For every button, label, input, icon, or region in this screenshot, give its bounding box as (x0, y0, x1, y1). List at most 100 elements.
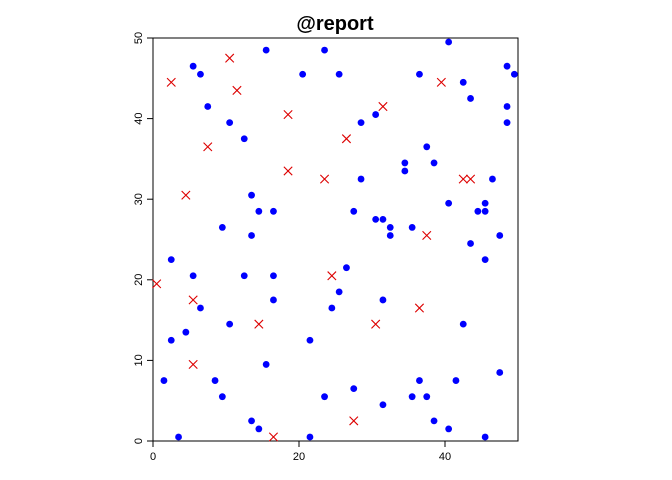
y-tick-label: 20 (133, 274, 145, 286)
series-2 (152, 53, 476, 442)
point-circle (306, 336, 314, 344)
point-circle (430, 417, 438, 425)
point-circle (189, 272, 197, 280)
point-circle (189, 62, 197, 70)
point-circle (379, 296, 387, 304)
y-tick-label: 30 (133, 193, 145, 205)
point-circle (167, 336, 175, 344)
point-cross (188, 295, 198, 305)
point-cross (283, 109, 293, 120)
point-circle (357, 119, 365, 127)
point-cross (378, 101, 388, 112)
point-circle (343, 264, 350, 272)
point-cross (319, 174, 330, 184)
point-circle (211, 377, 219, 384)
point-cross (254, 319, 264, 329)
point-circle (197, 70, 204, 78)
point-circle (459, 78, 467, 86)
point-circle (379, 401, 387, 409)
point-circle (248, 191, 255, 199)
point-cross (327, 271, 337, 281)
point-cross (232, 85, 242, 95)
point-circle (445, 199, 453, 207)
point-cross (341, 134, 352, 144)
point-circle (379, 215, 387, 223)
point-circle (218, 393, 226, 401)
point-circle (321, 393, 328, 401)
point-circle (321, 46, 328, 54)
point-circle (503, 62, 511, 70)
point-circle (489, 175, 496, 183)
point-cross (188, 359, 198, 370)
point-circle (248, 232, 255, 239)
y-axis: 0 10 20 30 40 50 (133, 32, 154, 444)
point-cross (371, 319, 381, 329)
point-circle (335, 70, 343, 78)
point-circle (474, 207, 482, 215)
point-circle (350, 385, 358, 393)
point-circle (408, 224, 416, 231)
y-tick-label: 10 (133, 354, 145, 366)
point-circle (481, 256, 489, 264)
point-circle (503, 119, 511, 127)
point-circle (226, 119, 234, 127)
point-circle (503, 103, 511, 110)
point-circle (452, 377, 460, 384)
point-circle (496, 369, 504, 376)
point-circle (255, 425, 263, 433)
plot-frame (152, 37, 519, 442)
y-tick-label: 50 (133, 32, 145, 44)
point-circle (416, 377, 423, 384)
point-circle (481, 207, 489, 215)
x-axis: 0 20 40 (150, 440, 451, 463)
point-circle (167, 256, 175, 264)
y-tick-label: 40 (133, 112, 145, 124)
point-circle (299, 70, 307, 78)
point-circle (175, 433, 182, 441)
point-cross (465, 174, 476, 184)
point-circle (262, 361, 270, 368)
point-circle (248, 417, 255, 425)
point-circle (459, 320, 467, 328)
point-cross (422, 230, 432, 241)
point-circle (306, 433, 314, 441)
point-circle (423, 143, 431, 151)
series-1 (160, 38, 518, 441)
point-cross (203, 142, 213, 152)
point-circle (270, 207, 277, 215)
point-circle (160, 377, 168, 384)
point-cross (166, 77, 176, 87)
point-circle (401, 159, 409, 167)
point-circle (372, 215, 380, 223)
y-tick-label: 0 (133, 438, 145, 444)
point-circle (467, 240, 474, 247)
point-circle (496, 232, 504, 239)
point-circle (423, 393, 431, 401)
point-circle (372, 111, 380, 118)
point-cross (268, 432, 279, 442)
point-cross (225, 53, 235, 63)
point-circle (357, 175, 365, 183)
point-circle (240, 135, 248, 143)
point-circle (328, 304, 336, 312)
series-layer (152, 38, 518, 442)
point-circle (240, 272, 248, 280)
point-circle (350, 207, 358, 215)
point-cross (152, 279, 162, 289)
point-cross (458, 174, 468, 184)
point-circle (481, 433, 489, 441)
point-circle (197, 304, 204, 312)
point-circle (226, 320, 234, 328)
point-circle (408, 393, 416, 401)
point-circle (445, 38, 453, 46)
point-circle (262, 46, 270, 54)
point-cross (414, 303, 425, 313)
point-circle (467, 95, 474, 102)
point-circle (401, 167, 409, 175)
point-circle (182, 328, 190, 336)
point-circle (218, 224, 226, 231)
point-circle (270, 272, 277, 280)
point-circle (445, 425, 453, 433)
point-circle (430, 159, 438, 167)
